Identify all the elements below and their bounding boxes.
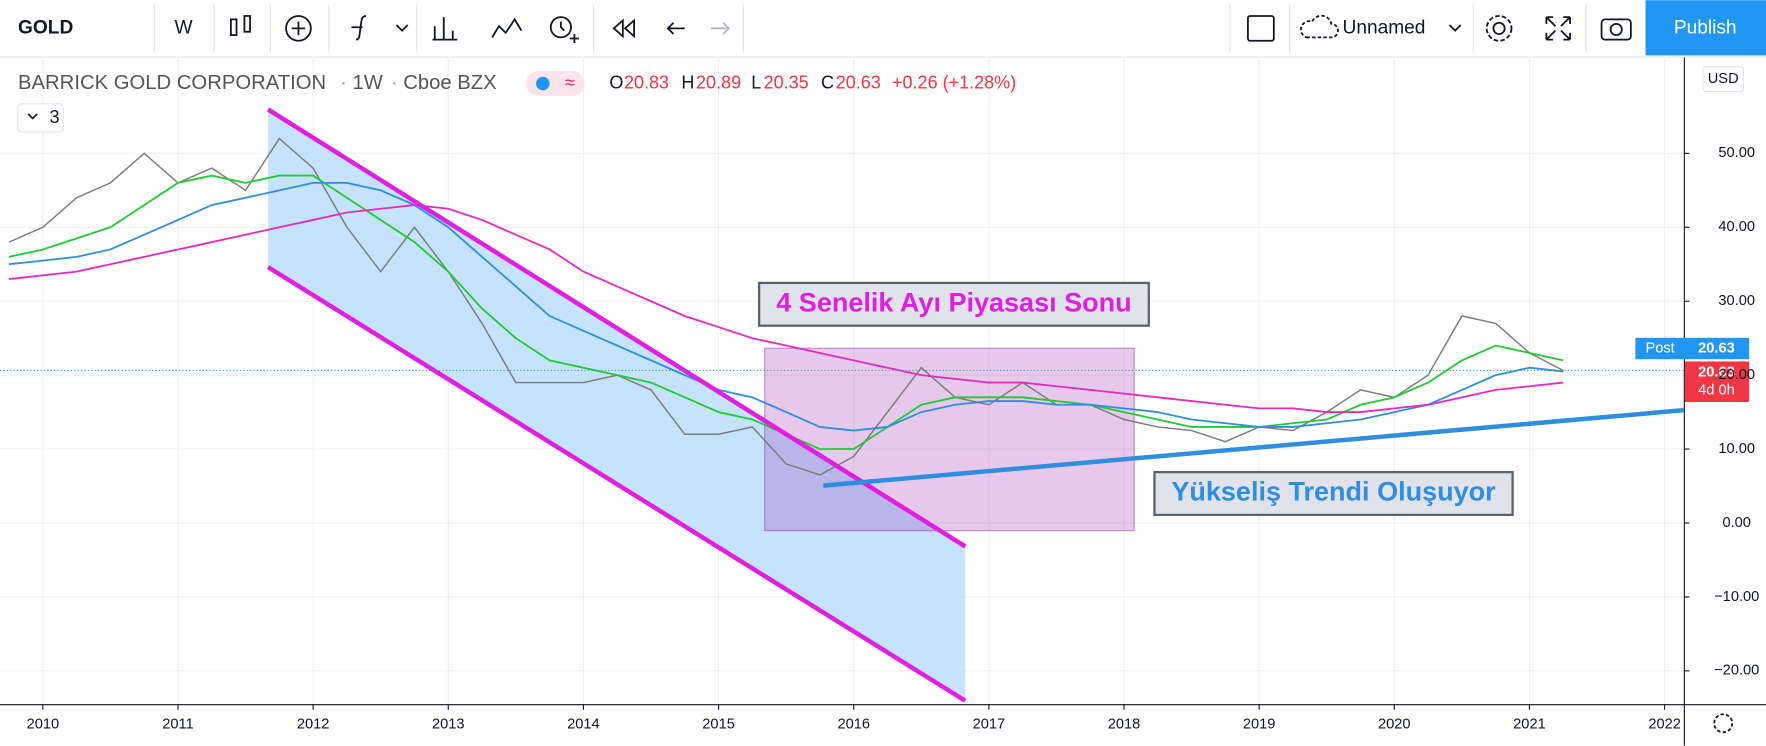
ohlc-value: 20.63 (836, 72, 881, 92)
x-tick-label: 2012 (297, 716, 330, 732)
y-tick-label: 30.00 (1718, 293, 1755, 309)
ohlc-value: 20.83 (624, 72, 669, 92)
countdown: 4d 0h (1698, 383, 1735, 399)
legend-dot: · (340, 72, 347, 94)
separators (153, 4, 1587, 53)
y-tick-label: −20.00 (1714, 663, 1759, 679)
x-tick-label: 2019 (1243, 716, 1276, 732)
ohlc-label: H (681, 72, 694, 92)
annotation: Yükseliş Trendi Oluşuyor (1171, 477, 1496, 507)
y-tick-label: −10.00 (1714, 589, 1759, 605)
post-label: Post (1645, 340, 1674, 356)
price-labels: Post 20.63 20.63 4d 0h (0, 337, 1750, 403)
x-tick-label: 2014 (567, 716, 600, 732)
delay-icon: ≈ (565, 72, 575, 92)
currency-badge (1702, 66, 1745, 92)
x-tick-label: 2018 (1108, 716, 1141, 732)
legend-dot: · (391, 72, 398, 94)
currency: USD (1708, 71, 1739, 87)
x-tick-label: 2016 (837, 716, 870, 732)
indicators-count: 3 (50, 107, 60, 127)
publish-label[interactable]: Publish (1674, 17, 1737, 38)
market-icon (536, 76, 550, 91)
ohlc-value: 20.89 (696, 72, 741, 92)
last-price-badge (1684, 361, 1750, 403)
x-tick-label: 2010 (27, 716, 60, 732)
settings-icon[interactable] (1713, 713, 1734, 734)
series-group (8, 137, 1564, 476)
indicators-toggle[interactable] (17, 103, 64, 133)
series-line (8, 181, 1564, 432)
channel-upper (266, 107, 967, 549)
x-tick-label: 2011 (162, 716, 193, 732)
annotation-box (1153, 470, 1514, 517)
toolbar-icons[interactable] (229, 14, 1632, 44)
chevron (27, 113, 38, 120)
channel-fill (268, 109, 966, 701)
annotation: 4 Senelik Ayı Piyasası Sonu (776, 287, 1131, 317)
legend-exchange: Cboe BZX (403, 72, 497, 94)
x-tick-label: 2017 (973, 716, 1006, 732)
x-tick-label: 2015 (702, 716, 735, 732)
post-price: 20.63 (1698, 340, 1735, 356)
x-tick-label: 2013 (432, 716, 465, 732)
y-tick-label: 10.00 (1718, 441, 1755, 457)
ohlc-value: 20.35 (764, 72, 809, 92)
publish-button[interactable] (1645, 0, 1766, 56)
status-badge[interactable] (525, 71, 585, 96)
ohlc-label: O (609, 72, 623, 92)
range-box (764, 347, 1135, 532)
y-tick-label: 40.00 (1718, 219, 1755, 235)
ohlc: O 20.83 H 20.89 L 20.35 C 20.63 +0.26 (+… (609, 72, 1016, 92)
series-line (8, 137, 1564, 476)
legend-interval: 1W (353, 72, 384, 94)
channel-lower (266, 265, 967, 703)
ohlc-label: C (821, 72, 834, 92)
ohlc-label: L (751, 72, 761, 92)
last-price: 20.63 (1698, 365, 1735, 381)
interval[interactable]: W (175, 17, 193, 38)
symbol[interactable]: GOLD (18, 17, 73, 38)
y-tick-label: 50.00 (1718, 145, 1755, 161)
x-tick-label: 2021 (1513, 716, 1546, 732)
x-tick-label: 2020 (1378, 716, 1411, 732)
layout-name[interactable]: Unnamed (1343, 17, 1426, 38)
post-badge (1635, 337, 1750, 360)
toolbar (0, 0, 1766, 57)
annotation-box (757, 281, 1150, 327)
y-tick-label: 20.00 (1718, 367, 1755, 383)
legend-name: BARRICK GOLD CORPORATION (18, 72, 326, 94)
trend-line (823, 407, 1684, 488)
x-tick-label: 2022 (1648, 716, 1681, 732)
series-line (8, 204, 1564, 413)
y-tick-label: 0.00 (1722, 515, 1750, 531)
change: +0.26 (+1.28%) (892, 72, 1016, 92)
